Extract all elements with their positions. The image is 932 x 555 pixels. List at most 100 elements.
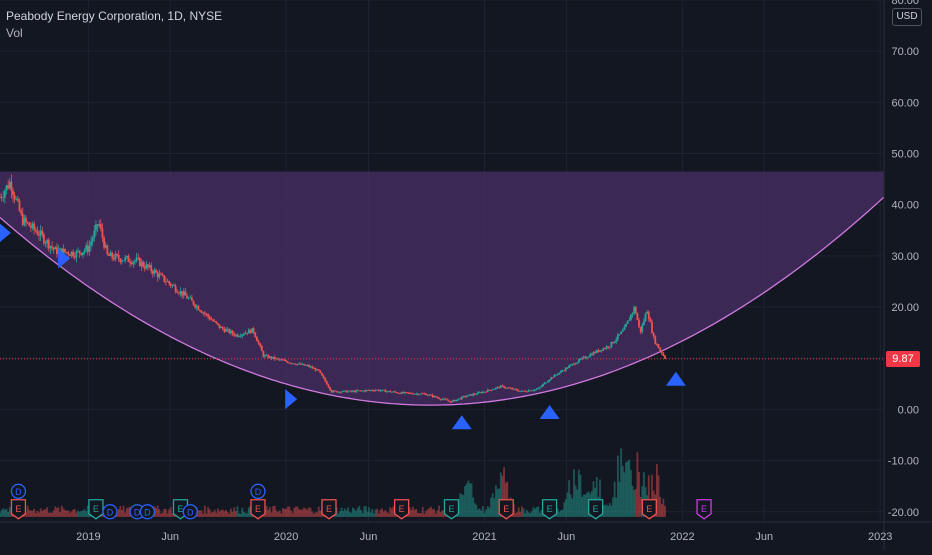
candle-body	[364, 390, 367, 392]
candle-body	[651, 322, 653, 333]
volume-bar	[628, 459, 631, 517]
volume-bar	[306, 509, 309, 517]
volume-bar	[634, 488, 637, 517]
candle-body	[288, 362, 291, 364]
volume-bar	[208, 509, 211, 517]
candle-body	[5, 185, 8, 191]
cup-fill	[0, 171, 884, 406]
candle-body	[93, 230, 96, 239]
candle-body	[283, 360, 286, 362]
volume-bar	[639, 497, 642, 517]
candle-body	[525, 391, 528, 393]
candle-body	[244, 332, 247, 335]
candle-body	[223, 328, 226, 332]
earnings-icon	[443, 499, 460, 520]
volume-bar	[239, 513, 242, 517]
earnings-icon	[250, 499, 266, 520]
candle-body	[603, 348, 606, 350]
price-tick-label: 20.00	[891, 302, 919, 314]
candle-body	[147, 264, 149, 268]
candle-body	[242, 334, 245, 335]
candle-body	[321, 372, 323, 376]
candle-body	[306, 365, 309, 366]
candle-body	[119, 258, 122, 262]
volume-bar	[163, 508, 166, 517]
candle-body	[52, 247, 55, 250]
price-tick-label: -20.00	[888, 507, 919, 519]
candle-body	[563, 370, 566, 372]
dividend-icon	[139, 504, 156, 520]
volume-bar	[467, 480, 470, 517]
volume-bar	[236, 506, 239, 517]
volume-bar	[608, 502, 611, 517]
candle-body	[472, 393, 475, 396]
candle-body	[324, 377, 327, 382]
candle-body	[142, 261, 144, 267]
candle-body	[91, 238, 94, 242]
volume-bar	[73, 509, 76, 517]
candle-body	[486, 389, 489, 393]
volume-bar	[286, 506, 289, 517]
volume-bar	[620, 448, 623, 517]
candle-body	[361, 390, 364, 392]
volume-bar	[303, 507, 305, 517]
candle-body	[20, 210, 23, 214]
volume-bar	[389, 507, 392, 517]
candle-body	[519, 391, 522, 393]
candle-body	[493, 388, 496, 390]
volume-bar	[65, 510, 68, 517]
volume-bar	[210, 512, 213, 517]
price-axis[interactable]: -20.00-10.000.0010.0020.0030.0040.0050.0…	[884, 0, 932, 550]
symbol-title[interactable]: Peabody Energy Corporation, 1D, NYSE	[6, 9, 223, 23]
candle-body	[132, 261, 135, 265]
candle-body	[483, 391, 486, 393]
volume-bar	[28, 509, 31, 517]
candle-body	[264, 355, 266, 357]
volume-bar	[605, 504, 608, 517]
candle-body	[134, 260, 136, 262]
candle-body	[400, 392, 403, 394]
candle-body	[220, 327, 223, 329]
volume-bar	[569, 494, 572, 517]
volume-bar	[119, 505, 122, 517]
candle-body	[538, 387, 541, 389]
candle-body	[387, 390, 390, 392]
candle-body	[16, 198, 19, 201]
candle-body	[41, 230, 44, 235]
volume-bar	[0, 509, 3, 517]
volume-bar	[220, 510, 223, 517]
currency-badge[interactable]: USD	[892, 8, 922, 26]
candle-body	[626, 320, 629, 324]
candle-body	[304, 365, 307, 366]
volume-bar	[85, 511, 88, 517]
volume-bar	[301, 509, 304, 517]
candle-body	[7, 185, 10, 189]
candle-body	[503, 385, 505, 388]
volume-bar	[43, 509, 45, 517]
volume-bar	[83, 509, 86, 517]
volume-bar	[226, 511, 229, 517]
volume-label[interactable]: Vol	[6, 26, 23, 40]
volume-bar	[246, 513, 249, 517]
candle-body	[485, 391, 488, 393]
volume-bar	[122, 505, 125, 517]
candle-body	[298, 363, 301, 365]
volume-bar	[221, 509, 224, 517]
volume-bar	[431, 509, 434, 517]
volume-bar	[532, 507, 535, 517]
candle-body	[197, 306, 200, 311]
candle-body	[80, 253, 83, 255]
candle-body	[629, 314, 632, 320]
volume-bar	[26, 505, 29, 517]
candle-body	[416, 393, 419, 395]
volume-bar	[616, 455, 619, 517]
candle-body	[262, 351, 265, 357]
earnings-icon	[498, 499, 514, 520]
candle-body	[569, 364, 572, 366]
volume-bar	[228, 513, 231, 517]
signal-marker-up	[665, 371, 686, 386]
volume-bar	[469, 483, 471, 517]
